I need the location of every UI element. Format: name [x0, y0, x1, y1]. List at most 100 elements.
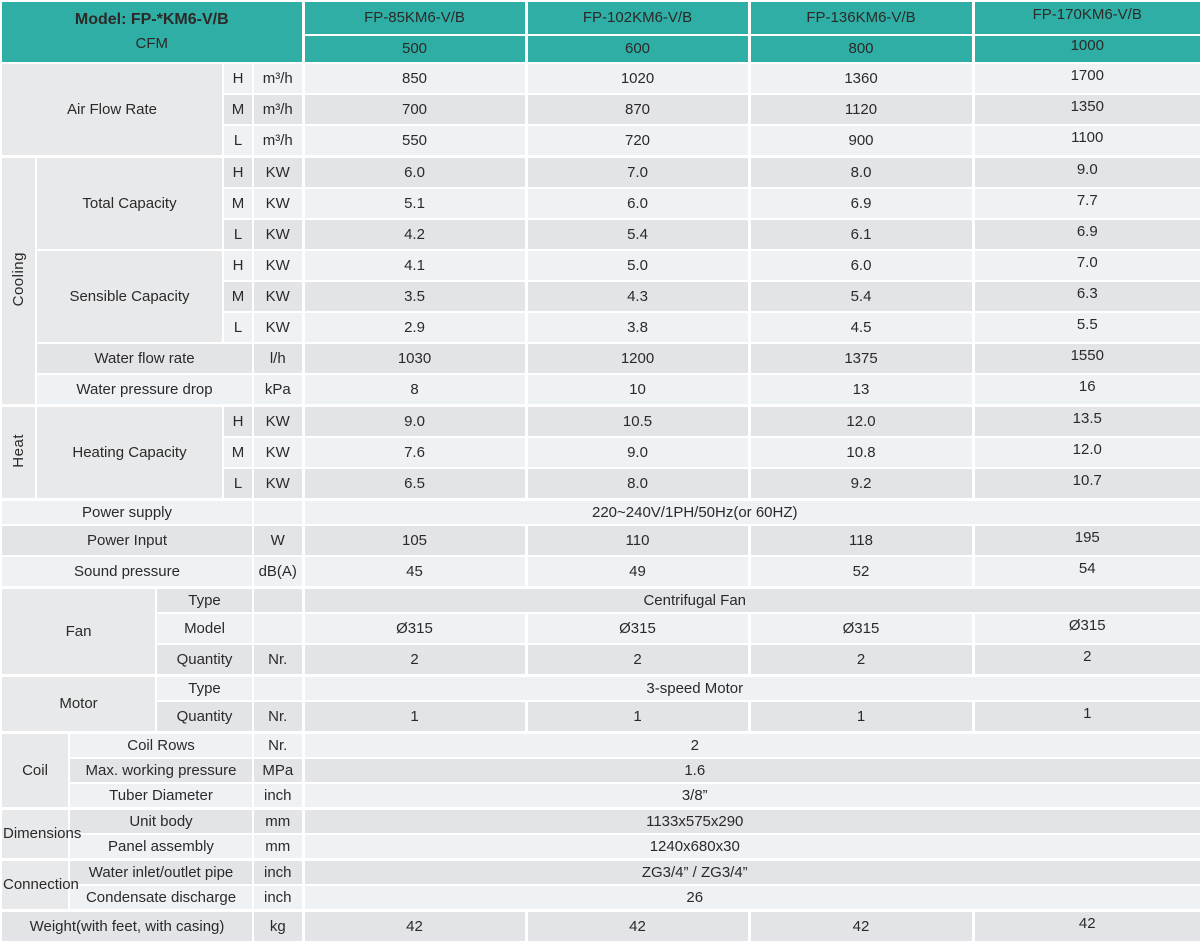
value-cell: 720	[524, 124, 750, 158]
value-cell: 9.0	[971, 155, 1200, 189]
column-header-model: FP-85KM6-V/B	[301, 0, 527, 36]
value-cell: 6.0	[524, 187, 750, 220]
speed-cell: M	[222, 280, 254, 313]
water-flow-label-cell: Water flow rate	[35, 342, 254, 375]
connection-group-cell: Connection	[0, 858, 79, 912]
value-cell: 900	[747, 124, 974, 158]
unit-body-value-cell: 1133x575x290	[301, 807, 1200, 835]
value-cell: 7.6	[301, 436, 527, 469]
speed-cell: L	[222, 218, 254, 251]
value-cell: 45	[301, 555, 527, 589]
value-cell: 6.0	[301, 155, 527, 189]
condensate-value-cell: 26	[301, 884, 1200, 912]
coil-rows-value-cell: 2	[301, 731, 1200, 759]
value-cell: 42	[301, 909, 527, 943]
speed-cell: L	[222, 467, 254, 501]
value-cell: 1375	[747, 342, 974, 375]
value-cell: 5.0	[524, 249, 750, 282]
value-cell: 4.2	[301, 218, 527, 251]
unit-cell: KW	[252, 218, 304, 251]
value-cell: 1120	[747, 93, 974, 126]
value-cell: 9.0	[301, 404, 527, 438]
heat-group-label: Heat	[9, 433, 27, 468]
value-cell: 700	[301, 93, 527, 126]
airflow-label-cell: Air Flow Rate	[0, 62, 224, 158]
unit-cell: inch	[252, 858, 304, 886]
speed-cell: M	[222, 93, 254, 126]
speed-cell: L	[222, 311, 254, 344]
value-cell: 52	[747, 555, 974, 589]
value-cell: 2	[301, 643, 527, 677]
panel-assembly-label-cell: Panel assembly	[68, 833, 254, 861]
value-cell: 7.0	[971, 249, 1200, 282]
value-cell: 10.8	[747, 436, 974, 469]
unit-cell: mm	[252, 807, 304, 835]
value-cell: 13	[747, 373, 974, 407]
weight-label-cell: Weight(with feet, with casing)	[0, 909, 254, 943]
value-cell: 1030	[301, 342, 527, 375]
value-cell: 10.7	[971, 467, 1200, 501]
value-cell: 110	[524, 524, 750, 557]
value-cell: 2	[747, 643, 974, 677]
unit-cell: KW	[252, 467, 304, 501]
value-cell: 9.0	[524, 436, 750, 469]
unit-cell: W	[252, 524, 304, 557]
unit-cell: MPa	[252, 757, 304, 784]
tuber-diameter-label-cell: Tuber Diameter	[68, 782, 254, 810]
value-cell: 1	[971, 700, 1200, 734]
pressure-drop-label-cell: Water pressure drop	[35, 373, 254, 407]
tuber-diameter-value-cell: 3/8”	[301, 782, 1200, 810]
unit-cell: kPa	[252, 373, 304, 407]
power-input-label-cell: Power Input	[0, 524, 254, 557]
unit-cell: kg	[252, 909, 304, 943]
value-cell: 870	[524, 93, 750, 126]
value-cell: 2	[524, 643, 750, 677]
value-cell: 195	[971, 524, 1200, 557]
value-cell: Ø315	[971, 612, 1200, 645]
value-cell: 1	[747, 700, 974, 734]
unit-cell: dB(A)	[252, 555, 304, 589]
value-cell: 42	[971, 909, 1200, 943]
column-header-model: FP-170KM6-V/B	[971, 0, 1200, 36]
cfm-title: CFM	[135, 35, 169, 53]
unit-cell: KW	[252, 249, 304, 282]
value-cell: 2.9	[301, 311, 527, 344]
speed-cell: H	[222, 155, 254, 189]
value-cell: 42	[524, 909, 750, 943]
value-cell: 6.9	[747, 187, 974, 220]
value-cell: Ø315	[747, 612, 974, 645]
water-pipe-label-cell: Water inlet/outlet pipe	[68, 858, 254, 886]
value-cell: 5.4	[524, 218, 750, 251]
fan-quantity-label-cell: Quantity	[155, 643, 254, 677]
value-cell: 12.0	[747, 404, 974, 438]
unit-cell	[252, 498, 304, 526]
heating-capacity-label-cell: Heating Capacity	[35, 404, 224, 501]
column-header-model: FP-102KM6-V/B	[524, 0, 750, 36]
value-cell: 1100	[971, 124, 1200, 158]
cfm-value-cell: 500	[301, 34, 527, 64]
cfm-value-cell: 600	[524, 34, 750, 64]
value-cell: 6.5	[301, 467, 527, 501]
max-pressure-value-cell: 1.6	[301, 757, 1200, 784]
value-cell: 1	[524, 700, 750, 734]
value-cell: 1550	[971, 342, 1200, 375]
value-cell: 16	[971, 373, 1200, 407]
value-cell: 49	[524, 555, 750, 589]
condensate-label-cell: Condensate discharge	[68, 884, 254, 912]
unit-cell: m³/h	[252, 93, 304, 126]
unit-cell: KW	[252, 311, 304, 344]
heat-group-cell: Heat	[0, 404, 37, 501]
speed-cell: H	[222, 62, 254, 95]
value-cell: 1360	[747, 62, 974, 95]
value-cell: 1200	[524, 342, 750, 375]
speed-cell: H	[222, 249, 254, 282]
value-cell: 9.2	[747, 467, 974, 501]
unit-cell: Nr.	[252, 700, 304, 734]
motor-group-cell: Motor	[0, 674, 157, 734]
value-cell: 42	[747, 909, 974, 943]
value-cell: 4.5	[747, 311, 974, 344]
unit-cell	[252, 674, 304, 702]
value-cell: 1700	[971, 62, 1200, 95]
value-cell: 550	[301, 124, 527, 158]
value-cell: 8.0	[524, 467, 750, 501]
